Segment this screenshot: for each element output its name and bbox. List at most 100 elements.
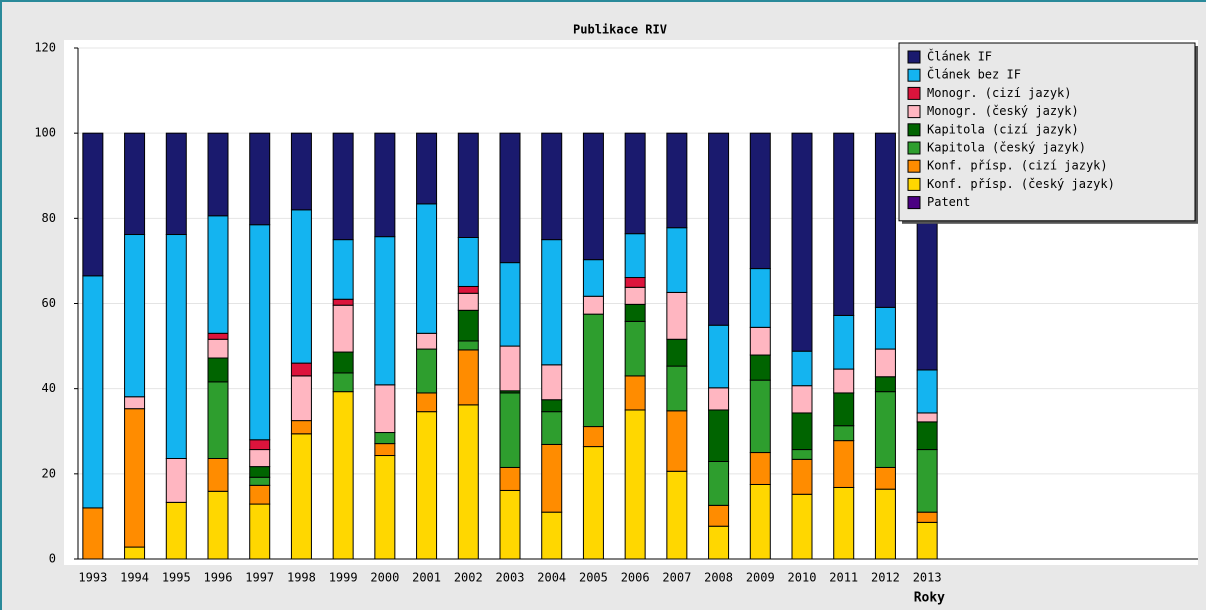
- bar-segment: [290, 362, 312, 377]
- bar-segment: [708, 460, 730, 506]
- bar-segment: [332, 239, 354, 300]
- x-tick-label: 2004: [537, 571, 566, 585]
- bar-segment: [249, 503, 271, 560]
- bar-segment: [582, 295, 604, 315]
- bar-segment: [833, 368, 855, 394]
- x-tick-label: 1999: [329, 571, 358, 585]
- bar-segment: [833, 132, 855, 316]
- bar-segment: [499, 392, 521, 468]
- bar-segment: [207, 357, 229, 383]
- bar-segment: [124, 132, 146, 236]
- bar-segment: [749, 326, 771, 356]
- legend-label: Konf. přísp. (český jazyk): [927, 177, 1115, 191]
- bar-segment: [708, 409, 730, 462]
- x-tick-label: 2005: [579, 571, 608, 585]
- x-tick-label: 2003: [496, 571, 525, 585]
- legend-label: Kapitola (cizí jazyk): [927, 122, 1079, 136]
- bar-segment: [457, 132, 479, 238]
- bar-segment: [332, 132, 354, 241]
- legend-swatch: [907, 159, 921, 173]
- bar-segment: [332, 351, 354, 374]
- bar-segment: [666, 470, 688, 560]
- bar-segment: [541, 132, 563, 241]
- bar-segment: [916, 369, 938, 414]
- x-tick-label: 2012: [871, 571, 900, 585]
- chart-title: Publikace RIV: [573, 23, 667, 37]
- bar-segment: [207, 490, 229, 560]
- bar-segment: [666, 338, 688, 367]
- bar-segment: [541, 364, 563, 401]
- bar-segment: [749, 452, 771, 485]
- bar-segment: [541, 511, 563, 560]
- x-tick-label: 1998: [287, 571, 316, 585]
- bar-segment: [165, 234, 187, 460]
- bar-segment: [249, 439, 271, 451]
- x-tick-label: 2006: [621, 571, 650, 585]
- bar-segment: [249, 224, 271, 441]
- legend-swatch: [907, 86, 921, 100]
- y-tick-label: 60: [42, 296, 56, 310]
- bar-segment: [416, 348, 438, 394]
- bar-segment: [416, 132, 438, 205]
- bar-segment: [791, 458, 813, 495]
- bar-segment: [457, 404, 479, 560]
- bar-segment: [666, 365, 688, 412]
- bar-segment: [374, 384, 396, 434]
- bar-segment: [332, 304, 354, 353]
- bar-segment: [916, 421, 938, 451]
- bar-segment: [582, 446, 604, 560]
- bar-segment: [666, 291, 688, 340]
- bar-segment: [582, 313, 604, 428]
- bar-segment: [791, 385, 813, 414]
- bar-segment: [290, 433, 312, 560]
- bar-segment: [207, 381, 229, 460]
- bar-segment: [165, 501, 187, 560]
- x-tick-label: 2000: [370, 571, 399, 585]
- bar-segment: [82, 275, 104, 509]
- bar-segment: [374, 132, 396, 238]
- x-tick-label: 1994: [120, 571, 149, 585]
- bar-segment: [833, 392, 855, 427]
- bar-segment: [791, 350, 813, 387]
- bar-segment: [874, 132, 896, 308]
- x-tick-label: 2010: [788, 571, 817, 585]
- bar-segment: [499, 345, 521, 392]
- bar-segment: [749, 132, 771, 270]
- legend-swatch: [907, 68, 921, 82]
- bar-segment: [499, 489, 521, 560]
- bar-segment: [249, 484, 271, 505]
- bar-segment: [290, 420, 312, 435]
- bar-segment: [374, 455, 396, 560]
- bar-segment: [708, 387, 730, 411]
- bar-segment: [541, 239, 563, 366]
- bar-segment: [207, 332, 229, 340]
- legend: [898, 42, 1196, 222]
- bar-segment: [124, 396, 146, 410]
- bar-segment: [916, 412, 938, 423]
- bar-segment: [624, 277, 646, 288]
- bar-segment: [457, 349, 479, 406]
- bar-segment: [165, 458, 187, 503]
- bar-segment: [207, 458, 229, 492]
- bar-segment: [82, 507, 104, 560]
- bar-segment: [874, 391, 896, 468]
- x-tick-label: 2013: [913, 571, 942, 585]
- bar-segment: [624, 320, 646, 377]
- bar-segment: [499, 466, 521, 491]
- bar-segment: [332, 298, 354, 306]
- bar-segment: [416, 203, 438, 334]
- bar-segment: [124, 234, 146, 398]
- bar-segment: [666, 132, 688, 229]
- legend-swatch: [907, 196, 921, 210]
- x-tick-label: 1993: [78, 571, 107, 585]
- bar-segment: [541, 399, 563, 413]
- legend-swatch: [907, 141, 921, 155]
- bar-segment: [624, 233, 646, 279]
- bar-segment: [457, 340, 479, 351]
- bar-segment: [624, 132, 646, 235]
- bar-segment: [457, 285, 479, 294]
- bar-segment: [249, 449, 271, 468]
- bar-segment: [791, 132, 813, 352]
- bar-segment: [249, 476, 271, 486]
